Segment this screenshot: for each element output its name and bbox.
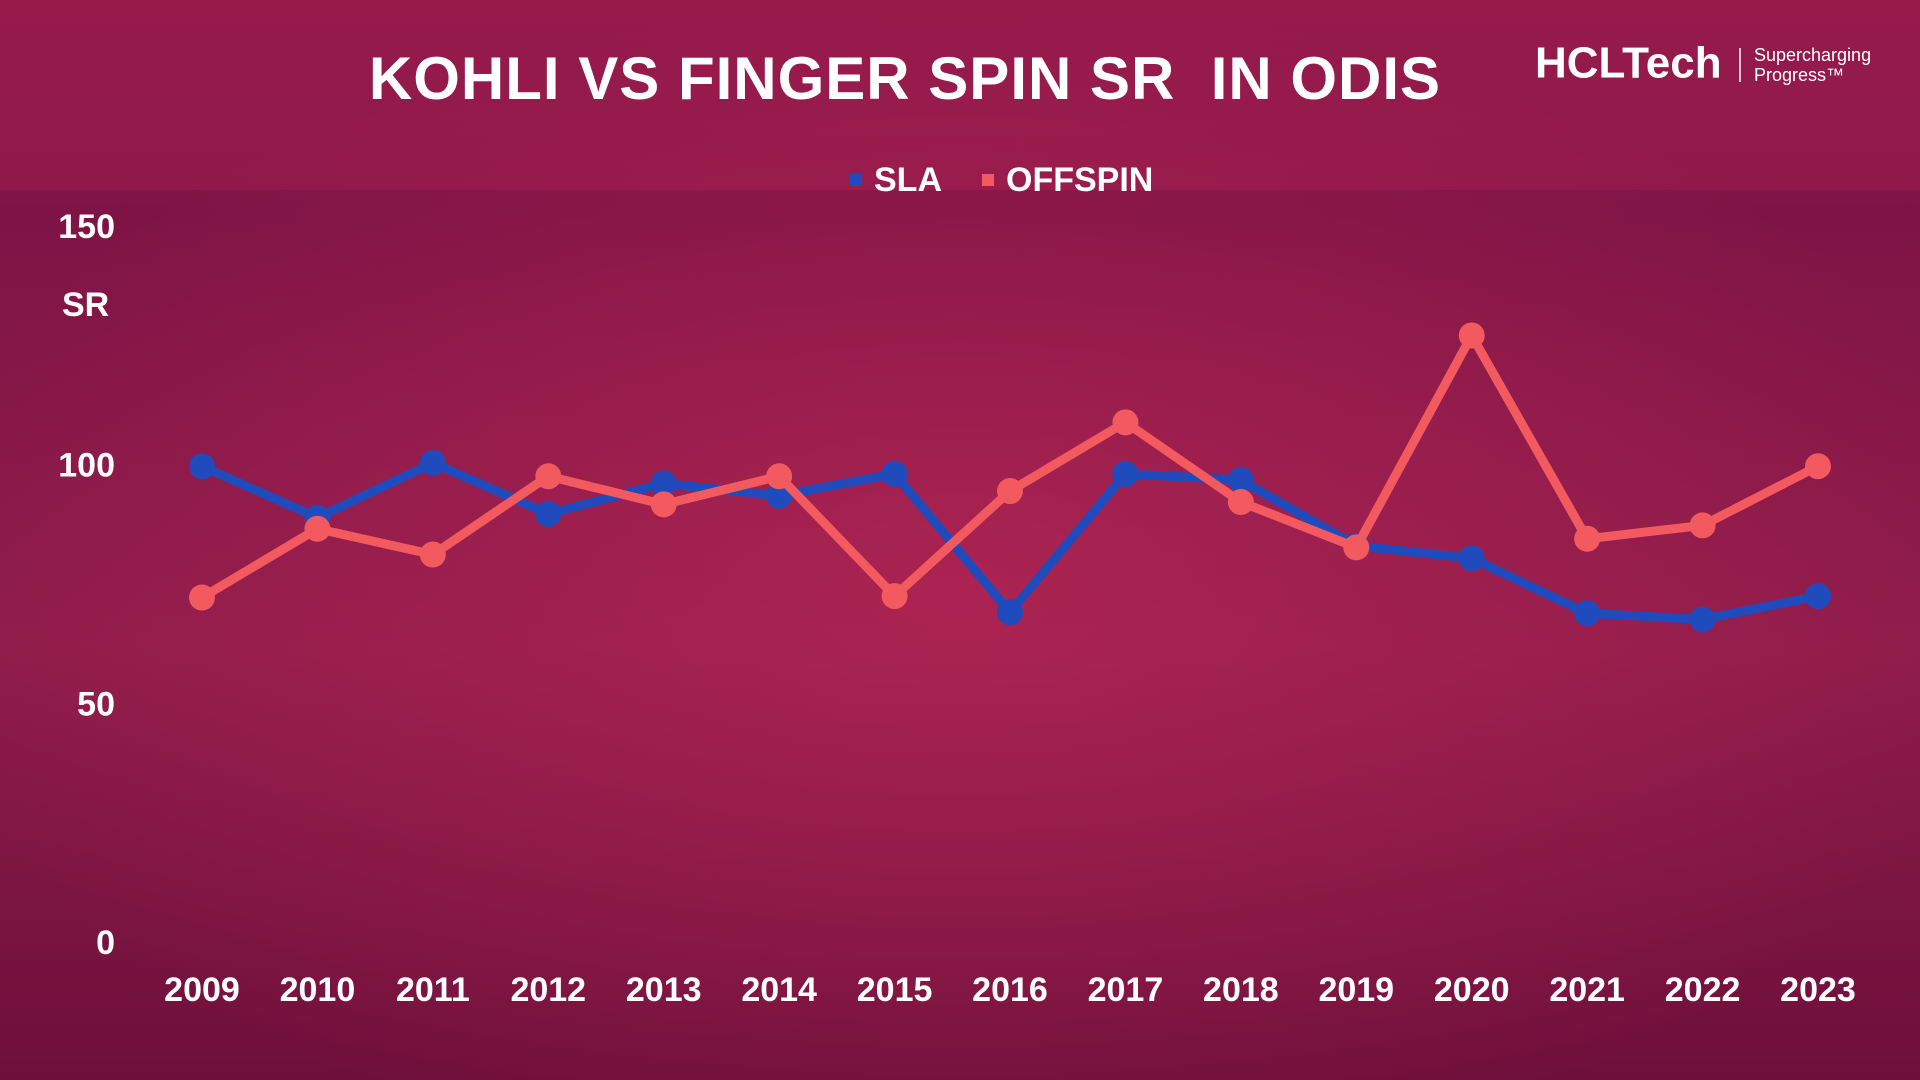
data-point [1574, 600, 1601, 627]
y-axis-label: SR [62, 286, 109, 324]
x-tick-label: 2010 [280, 971, 356, 1009]
x-tick-label: 2012 [510, 971, 586, 1009]
data-point [1689, 512, 1716, 539]
data-point [535, 500, 562, 527]
logo-name: HCLTech [1535, 39, 1722, 88]
chart-title: KOHLI VS FINGER SPIN SR IN ODIS [369, 45, 1441, 112]
x-tick-label: 2014 [741, 971, 817, 1009]
data-point [997, 478, 1023, 505]
data-point [1112, 460, 1139, 487]
data-point [1458, 545, 1485, 572]
x-tick-label: 2020 [1434, 971, 1510, 1009]
data-point [1227, 467, 1254, 494]
data-point [1574, 525, 1601, 552]
y-tick-label: 150 [58, 208, 115, 246]
x-tick-label: 2009 [164, 971, 240, 1009]
data-point [1458, 322, 1485, 349]
data-point [189, 453, 215, 480]
data-point [189, 584, 215, 611]
data-point [881, 583, 908, 610]
x-tick-label: 2017 [1088, 971, 1164, 1009]
data-point [650, 491, 677, 518]
logo-tagline: Supercharging [1754, 45, 1871, 65]
data-point [419, 449, 446, 476]
x-tick-label: 2018 [1203, 971, 1279, 1009]
data-point [997, 599, 1023, 626]
data-point [1805, 453, 1831, 480]
data-point [1112, 409, 1139, 436]
logo-tagline: Progress™ [1754, 65, 1844, 85]
y-tick-label: 50 [77, 685, 115, 723]
x-tick-label: 2021 [1549, 971, 1625, 1009]
data-point [535, 463, 562, 490]
data-point [1227, 489, 1254, 516]
x-tick-label: 2013 [626, 971, 702, 1009]
y-tick-label: 100 [58, 447, 115, 485]
data-point [650, 470, 677, 497]
x-tick-label: 2016 [972, 971, 1048, 1009]
legend-swatch [982, 174, 994, 186]
data-point [1689, 606, 1716, 633]
x-tick-label: 2019 [1318, 971, 1394, 1009]
legend-label: OFFSPIN [1006, 161, 1153, 199]
x-tick-label: 2011 [396, 971, 470, 1009]
data-point [1343, 534, 1370, 561]
y-tick-label: 0 [96, 924, 115, 962]
x-tick-label: 2022 [1665, 971, 1741, 1009]
x-tick-label: 2023 [1780, 971, 1856, 1009]
legend-swatch [850, 174, 862, 186]
x-tick-label: 2015 [857, 971, 933, 1009]
data-point [304, 515, 331, 542]
data-point [766, 463, 793, 490]
data-point [419, 541, 446, 568]
data-point [1805, 583, 1831, 610]
legend-label: SLA [874, 161, 942, 199]
data-point [881, 460, 908, 487]
